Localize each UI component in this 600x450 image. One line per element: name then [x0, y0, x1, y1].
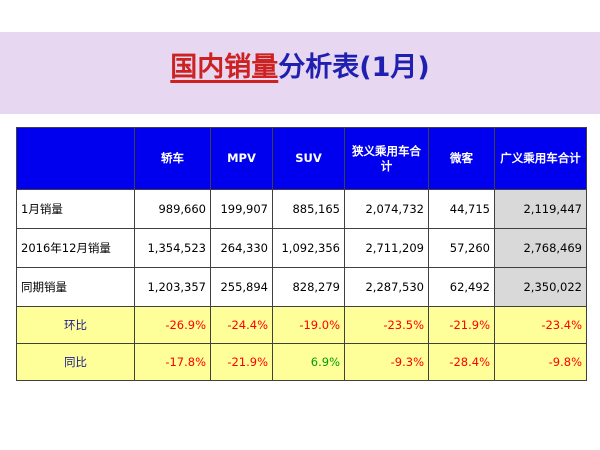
- ratio-cell: -17.8%: [134, 343, 211, 381]
- table-cell: 1,092,356: [272, 228, 345, 268]
- ratio-cell: -23.4%: [494, 306, 587, 344]
- table-row: 2016年12月销量 1,354,523 264,330 1,092,356 2…: [16, 228, 587, 268]
- row-label: 2016年12月销量: [16, 228, 135, 268]
- table-header-cell-broad-total: 广义乘用车合计: [494, 127, 587, 190]
- table-row-ratio: 同比 -17.8% -21.9% 6.9% -9.3% -28.4% -9.8%: [16, 343, 587, 381]
- table-row-ratio: 环比 -26.9% -24.4% -19.0% -23.5% -21.9% -2…: [16, 306, 587, 344]
- table-header-cell-minivan: 微客: [428, 127, 495, 190]
- table-header-cell-blank: [16, 127, 135, 190]
- page-title: 国内销量分析表(1月): [0, 48, 600, 88]
- table-header-cell-narrow-total: 狭义乘用车合计: [344, 127, 429, 190]
- table-row: 同期销量 1,203,357 255,894 828,279 2,287,530…: [16, 267, 587, 307]
- row-label: 环比: [16, 306, 135, 344]
- row-label: 同期销量: [16, 267, 135, 307]
- row-label: 同比: [16, 343, 135, 381]
- table-cell-total: 2,768,469: [494, 228, 587, 268]
- table-cell: 255,894: [210, 267, 273, 307]
- table-cell: 1,354,523: [134, 228, 211, 268]
- sales-table: 轿车 MPV SUV 狭义乘用车合计 微客 广义乘用车合计 1月销量 989,6…: [16, 127, 587, 381]
- table-header-cell-suv: SUV: [272, 127, 345, 190]
- table-cell: 2,711,209: [344, 228, 429, 268]
- table-cell: 2,287,530: [344, 267, 429, 307]
- table-header-cell-sedan: 轿车: [134, 127, 211, 190]
- title-highlight: 国内销量: [170, 52, 279, 83]
- ratio-cell: -24.4%: [210, 306, 273, 344]
- ratio-cell: -21.9%: [210, 343, 273, 381]
- ratio-cell: 6.9%: [272, 343, 345, 381]
- table-header-cell-mpv: MPV: [210, 127, 273, 190]
- ratio-cell: -23.5%: [344, 306, 429, 344]
- table-cell: 199,907: [210, 189, 273, 229]
- title-rest: 分析表(1月): [278, 52, 430, 83]
- table-cell-total: 2,119,447: [494, 189, 587, 229]
- table-cell: 885,165: [272, 189, 345, 229]
- table-row: 1月销量 989,660 199,907 885,165 2,074,732 4…: [16, 189, 587, 229]
- table-cell: 2,074,732: [344, 189, 429, 229]
- ratio-cell: -21.9%: [428, 306, 495, 344]
- table-cell: 989,660: [134, 189, 211, 229]
- ratio-cell: -26.9%: [134, 306, 211, 344]
- table-cell: 44,715: [428, 189, 495, 229]
- table-cell: 62,492: [428, 267, 495, 307]
- table-cell: 264,330: [210, 228, 273, 268]
- table-header-row: 轿车 MPV SUV 狭义乘用车合计 微客 广义乘用车合计: [16, 127, 587, 190]
- ratio-cell: -28.4%: [428, 343, 495, 381]
- table-cell: 57,260: [428, 228, 495, 268]
- ratio-cell: -9.3%: [344, 343, 429, 381]
- ratio-cell: -19.0%: [272, 306, 345, 344]
- table-cell: 1,203,357: [134, 267, 211, 307]
- table-cell: 828,279: [272, 267, 345, 307]
- ratio-cell: -9.8%: [494, 343, 587, 381]
- table-cell-total: 2,350,022: [494, 267, 587, 307]
- row-label: 1月销量: [16, 189, 135, 229]
- title-band: [0, 32, 600, 114]
